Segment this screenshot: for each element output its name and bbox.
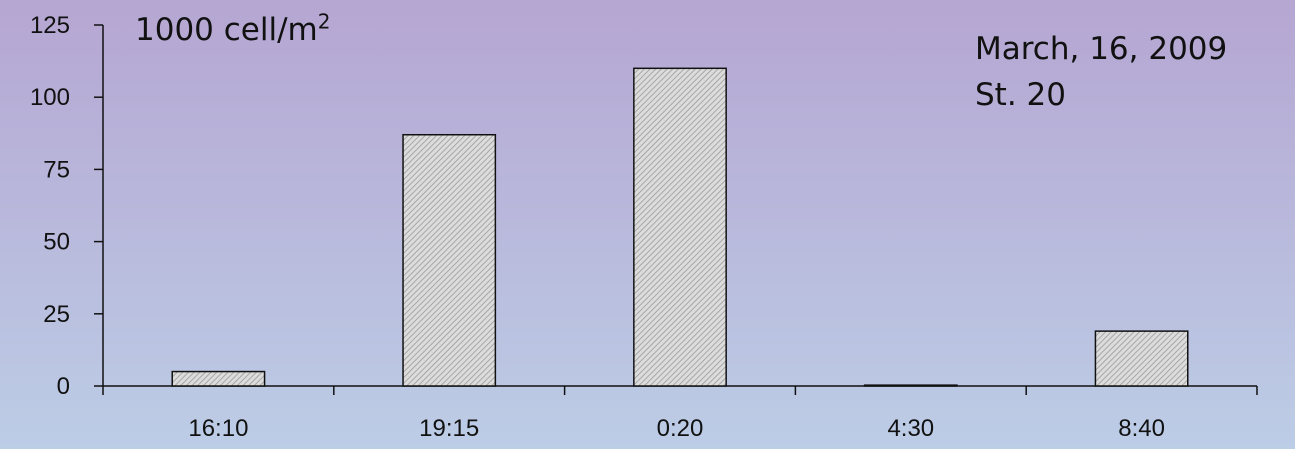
bar-0-20 xyxy=(633,67,727,387)
bar-4-30 xyxy=(863,384,958,387)
unit-superscript: 2 xyxy=(317,9,331,34)
y-tick-label: 25 xyxy=(43,301,70,328)
unit-text: 1000 cell/m xyxy=(135,12,318,48)
x-tick-label: 8:40 xyxy=(1118,415,1165,442)
chart-annotation: March, 16, 2009 St. 20 xyxy=(975,26,1227,118)
bar-8-40 xyxy=(1094,330,1189,387)
y-tick-label: 100 xyxy=(30,84,70,111)
x-tick-label: 19:15 xyxy=(419,415,479,442)
bar-16-10 xyxy=(171,370,266,387)
y-tick-label: 75 xyxy=(43,156,70,183)
x-tick-label: 4:30 xyxy=(887,415,934,442)
y-axis: 0 25 50 75 100 125 xyxy=(30,12,104,400)
y-unit-label: 1000 cell/m2 xyxy=(135,12,330,48)
annotation-line-station: St. 20 xyxy=(975,77,1066,113)
bars xyxy=(171,67,1189,387)
y-tick-label: 0 xyxy=(57,373,70,400)
x-tick-label: 0:20 xyxy=(657,415,704,442)
x-tick-label: 16:10 xyxy=(188,415,248,442)
annotation-line-date: March, 16, 2009 xyxy=(975,31,1228,67)
bar-19-15 xyxy=(402,133,497,387)
x-axis: 16:10 19:15 0:20 4:30 8:40 xyxy=(102,385,1258,442)
y-tick-label: 125 xyxy=(30,12,70,39)
y-tick-label: 50 xyxy=(43,229,70,256)
